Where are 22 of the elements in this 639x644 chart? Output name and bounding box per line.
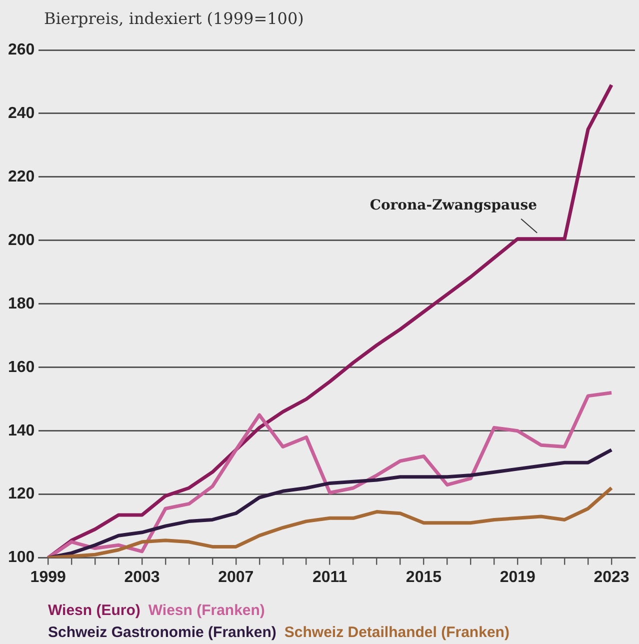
- y-tick-label: 260: [8, 41, 35, 58]
- x-tick-label: 2007: [218, 568, 254, 586]
- x-tick-label: 2023: [594, 568, 630, 586]
- annotation: Corona-Zwangspause: [370, 197, 538, 214]
- y-tick-label: 200: [8, 232, 35, 249]
- text: Wiesn (Franken): [148, 602, 265, 619]
- x-tick-label: 2015: [406, 568, 442, 586]
- x-tick-label: 2011: [312, 568, 348, 586]
- x-tick-label: 1999: [30, 568, 66, 586]
- y-tick-label: 160: [8, 358, 35, 376]
- y-tick-label: 140: [8, 422, 35, 440]
- text: Schweiz Gastronomie (Franken): [48, 624, 276, 641]
- y-tick-label: 100: [8, 549, 35, 566]
- x-tick-label: 2003: [124, 568, 160, 586]
- x-tick-label: 2019: [500, 568, 536, 586]
- y-tick-label: 180: [8, 295, 35, 312]
- y-tick-label: 120: [8, 486, 35, 503]
- y-axis-title: Bierpreis, indexiert (1999=100): [44, 9, 304, 28]
- y-tick-label: 220: [8, 168, 35, 186]
- text: Schweiz Detailhandel (Franken): [284, 624, 510, 641]
- text: Wiesn (Euro): [48, 602, 140, 619]
- y-tick-label: 240: [8, 104, 35, 122]
